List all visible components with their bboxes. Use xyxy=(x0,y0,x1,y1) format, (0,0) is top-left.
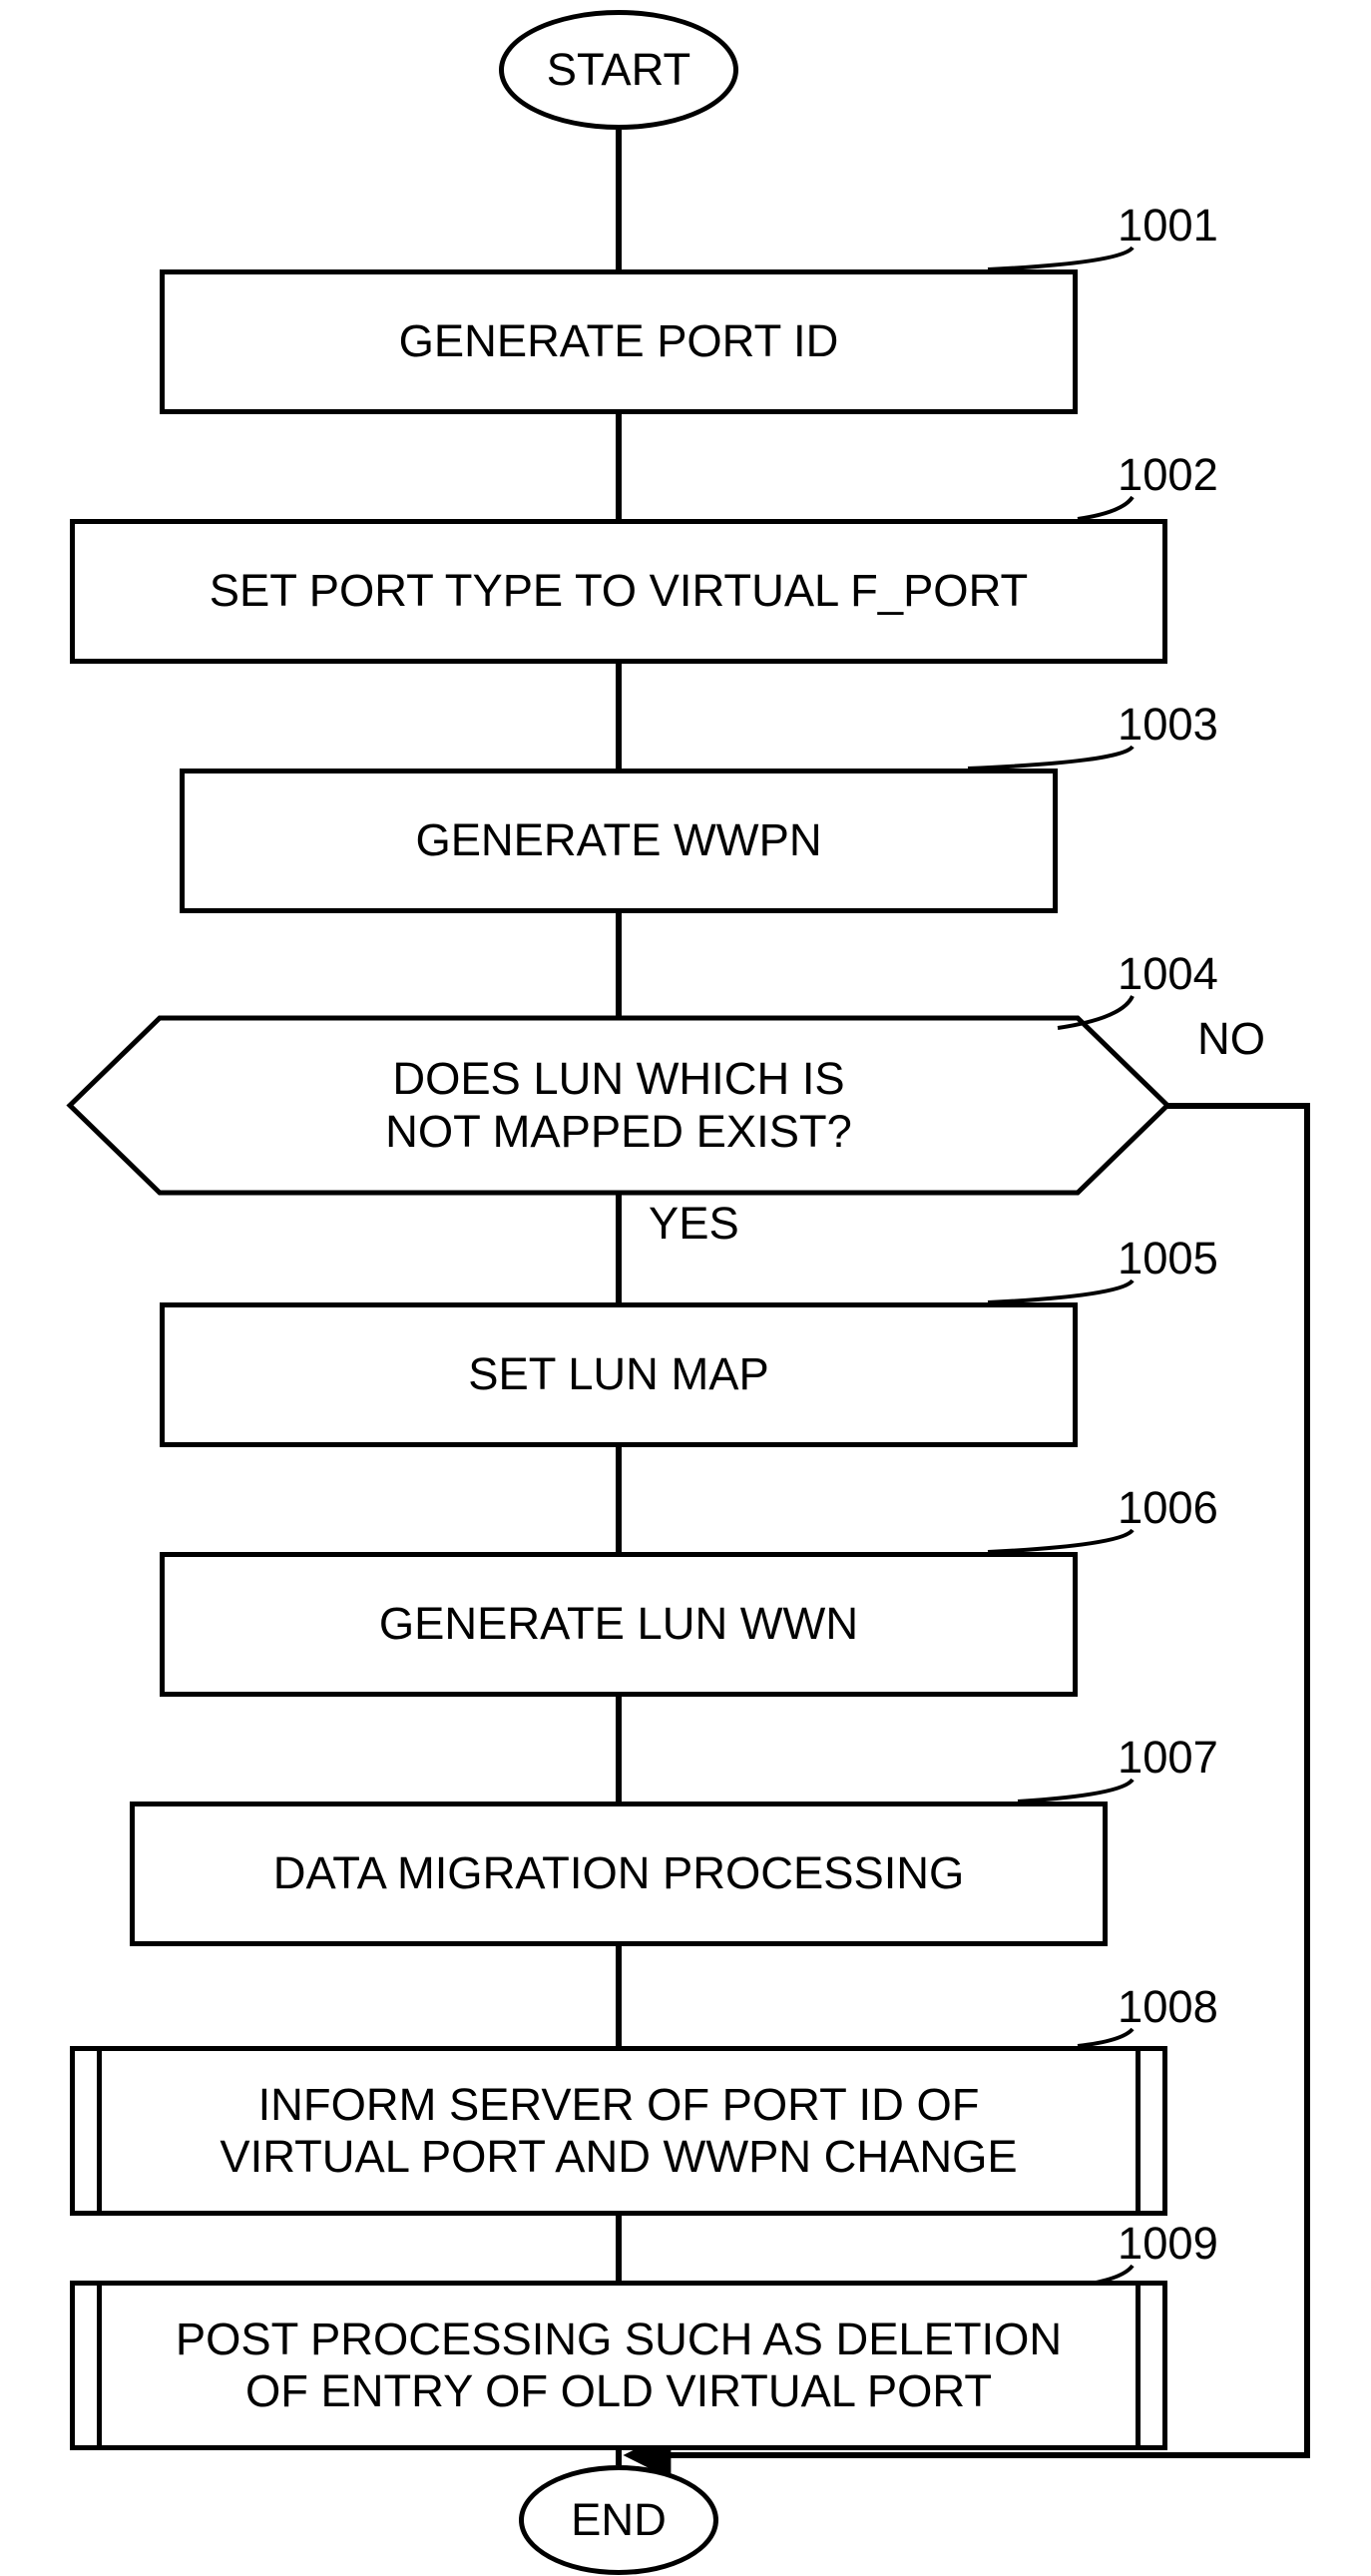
process-s1001: GENERATE PORT ID xyxy=(160,269,1078,414)
ref-label-s1001: 1001 xyxy=(1118,200,1218,252)
ref-label-s1007: 1007 xyxy=(1118,1732,1218,1784)
branch-label-no: NO xyxy=(1197,1013,1265,1065)
ref-label-s1005: 1005 xyxy=(1118,1233,1218,1285)
predef-s1009: POST PROCESSING SUCH AS DELETION OF ENTR… xyxy=(70,2281,1167,2450)
branch-label-yes: YES xyxy=(649,1198,739,1250)
process-s1002: SET PORT TYPE TO VIRTUAL F_PORT xyxy=(70,519,1167,664)
ref-label-s1003: 1003 xyxy=(1118,699,1218,751)
predef-s1008: INFORM SERVER OF PORT ID OF VIRTUAL PORT… xyxy=(70,2046,1167,2216)
ref-label-s1004: 1004 xyxy=(1118,948,1218,1000)
flowchart-canvas: START GENERATE PORT ID SET PORT TYPE TO VI… xyxy=(0,0,1371,2576)
process-s1005: SET LUN MAP xyxy=(160,1302,1078,1447)
ref-label-s1009: 1009 xyxy=(1118,2218,1218,2270)
terminator-start: START xyxy=(499,10,738,130)
terminator-end: END xyxy=(519,2465,718,2575)
ref-label-s1006: 1006 xyxy=(1118,1482,1218,1534)
ref-label-s1008: 1008 xyxy=(1118,1981,1218,2033)
ref-label-s1002: 1002 xyxy=(1118,449,1218,501)
process-s1006: GENERATE LUN WWN xyxy=(160,1552,1078,1697)
process-s1003: GENERATE WWPN xyxy=(180,769,1058,913)
process-s1007: DATA MIGRATION PROCESSING xyxy=(130,1802,1108,1946)
decision-s1004: DOES LUN WHICH IS NOT MAPPED EXIST? xyxy=(70,1018,1167,1193)
